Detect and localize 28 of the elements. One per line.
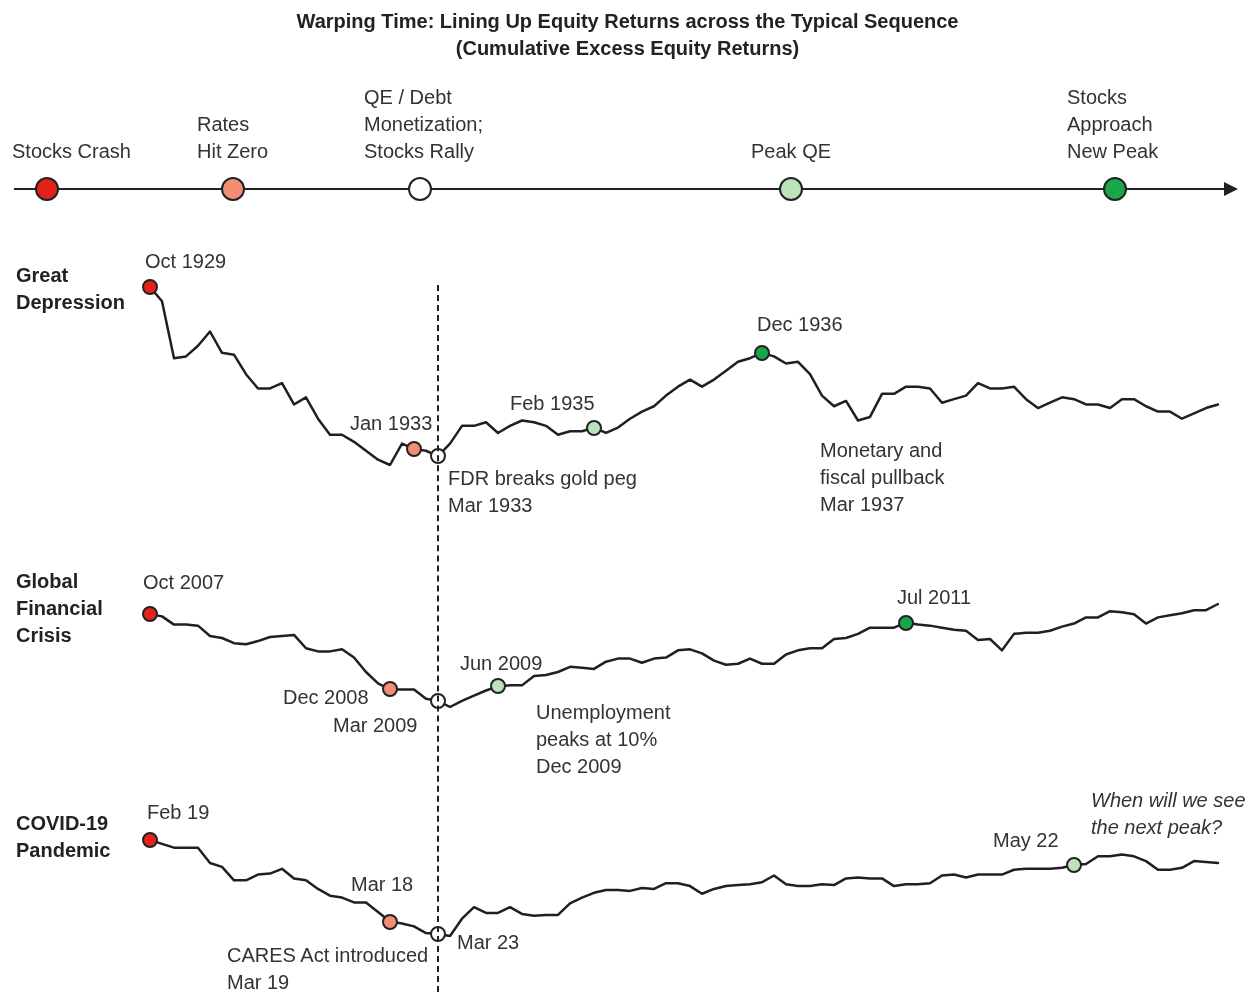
chart-title: Global Financial Crisis <box>16 569 103 648</box>
annotation: Dec 1936 <box>757 312 843 337</box>
annotation: Jul 2011 <box>897 585 972 610</box>
annotation: Monetary and fiscal pullback Mar 1937 <box>820 438 945 517</box>
text: When will we see the next peak? <box>1091 788 1246 840</box>
chart-title: Great Depression <box>16 263 125 315</box>
annotation: Unemployment peaks at 10% Dec 2009 <box>536 700 671 779</box>
category-label: QE / Debt Monetization; Stocks Rally <box>364 85 483 164</box>
text: Oct 2007 <box>143 570 225 595</box>
text: Feb 19 <box>147 800 210 825</box>
category-label: Stocks Crash <box>12 139 131 164</box>
annotation: Mar 18 <box>351 872 414 897</box>
text: Oct 1929 <box>145 249 227 274</box>
text: FDR breaks gold peg Mar 1933 <box>448 466 637 518</box>
text: Mar 2009 <box>333 713 418 738</box>
chart-title: COVID-19 Pandemic <box>16 811 111 863</box>
text: Warping Time: Lining Up Equity Returns across the Typical Sequence <box>295 10 960 33</box>
category-label: Stocks Approach New Peak <box>1067 85 1159 164</box>
text: CARES Act introduced Mar 19 <box>227 943 429 992</box>
annotation: Mar 23 <box>457 930 520 955</box>
annotation: Dec 2008 <box>283 685 369 710</box>
category-label: Peak QE <box>751 139 832 164</box>
category-label: Rates Hit Zero <box>197 112 269 164</box>
annotation: Jun 2009 <box>460 651 543 676</box>
annotation: Feb 1935 <box>510 391 595 416</box>
text: (Cumulative Excess Equity Returns) <box>454 37 801 60</box>
annotation: May 22 <box>993 828 1059 853</box>
annotation: Jan 1933 <box>350 411 433 436</box>
